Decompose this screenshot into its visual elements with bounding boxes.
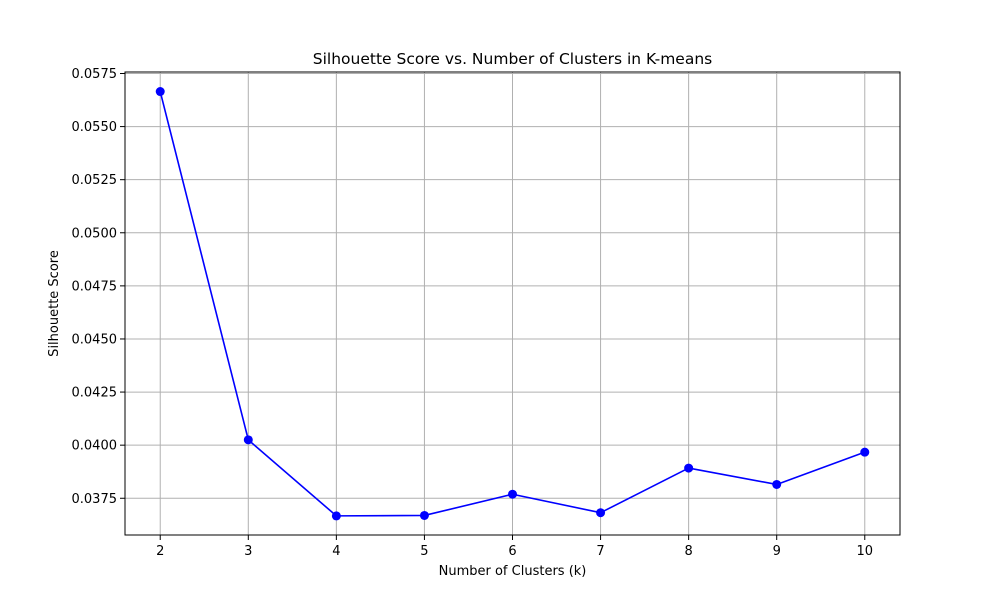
x-axis-label: Number of Clusters (k) xyxy=(439,564,587,579)
axis-ticks: 2 3 4 5 6 7 8 9 10 0.0375 0.0400 0.0425 0.0450 0.0475… xyxy=(72,67,874,559)
x-tick-label: 2 xyxy=(156,544,164,559)
data-point xyxy=(684,463,694,473)
y-axis-label: Silhouette Score xyxy=(47,250,62,357)
data-point xyxy=(508,489,517,499)
data-point xyxy=(331,511,341,521)
x-tick-label: 8 xyxy=(684,544,692,559)
chart-title: Silhouette Score vs. Number of Clusters … xyxy=(313,50,712,68)
data-point xyxy=(596,508,606,518)
x-tick-label: 7 xyxy=(596,544,604,559)
y-tick-label: 0.0375 xyxy=(72,492,118,507)
x-tick-label: 9 xyxy=(773,544,781,559)
x-tick-label: 6 xyxy=(508,544,516,559)
x-tick-label: 3 xyxy=(244,544,252,559)
data-point xyxy=(419,510,429,520)
y-tick-label: 0.0525 xyxy=(72,173,118,188)
data-point xyxy=(860,447,870,457)
y-tick-label: 0.0400 xyxy=(72,439,118,454)
y-tick-label: 0.0475 xyxy=(72,279,118,294)
x-tick-label: 4 xyxy=(332,544,340,559)
y-tick-label: 0.0500 xyxy=(72,226,118,241)
data-point xyxy=(772,479,782,489)
y-tick-label: 0.0575 xyxy=(72,67,118,82)
y-tick-label: 0.0450 xyxy=(72,332,118,347)
y-tick-label: 0.0550 xyxy=(72,120,118,135)
x-tick-label: 10 xyxy=(856,544,873,559)
data-series xyxy=(155,87,870,521)
y-tick-label: 0.0425 xyxy=(72,386,118,401)
x-tick-label: 5 xyxy=(420,544,428,559)
data-point xyxy=(155,87,165,97)
data-point xyxy=(243,435,253,445)
